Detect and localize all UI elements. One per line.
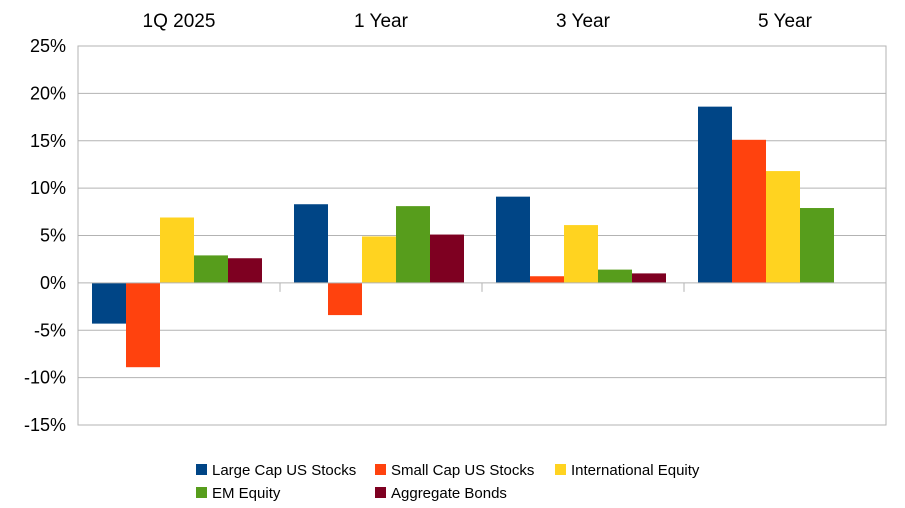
category-label: 5 Year (758, 11, 813, 32)
category-label: 1 Year (354, 11, 409, 32)
bars (92, 106, 868, 368)
bar (632, 273, 666, 283)
bar (564, 225, 598, 283)
plot-border (77, 45, 887, 426)
y-tick-label: 25% (30, 36, 66, 56)
category-labels: 1Q 2025 1 Year 3 Year 5 Year (143, 11, 813, 32)
bar (362, 236, 396, 283)
grid-lines (78, 45, 886, 426)
legend-label: Small Cap US Stocks (391, 462, 534, 479)
plot-area (77, 45, 887, 426)
bar (598, 269, 632, 283)
bar (160, 217, 194, 283)
y-tick-label: 0% (40, 273, 66, 293)
legend: Large Cap US Stocks Small Cap US Stocks In… (196, 462, 700, 502)
category-label: 1Q 2025 (143, 11, 216, 32)
bar (294, 204, 328, 283)
legend-swatch (196, 487, 207, 498)
bar (732, 139, 766, 283)
legend-swatch (375, 464, 386, 475)
y-tick-label: 20% (30, 83, 66, 103)
bar (800, 208, 834, 283)
bar (766, 171, 800, 283)
legend-label: EM Equity (212, 485, 281, 502)
legend-swatch (375, 487, 386, 498)
y-tick-label: -5% (34, 320, 66, 340)
legend-swatch (196, 464, 207, 475)
legend-label: Aggregate Bonds (391, 485, 507, 502)
bar (430, 234, 464, 283)
bar (698, 106, 732, 283)
category-label: 3 Year (556, 11, 611, 32)
bar (496, 196, 530, 283)
bar (92, 282, 126, 324)
y-tick-label: 10% (30, 178, 66, 198)
y-tick-label: 15% (30, 131, 66, 151)
legend-label: International Equity (571, 462, 700, 479)
bar (396, 206, 430, 283)
bar (530, 276, 564, 283)
y-tick-label: -15% (24, 415, 66, 435)
y-tick-label: 5% (40, 226, 66, 246)
y-tick-label: -10% (24, 368, 66, 388)
bar (194, 255, 228, 283)
bar (228, 258, 262, 283)
bar (126, 282, 160, 368)
legend-label: Large Cap US Stocks (212, 462, 356, 479)
y-axis: 25% 20% 15% 10% 5% 0% -5% -10% -15% (24, 36, 66, 435)
legend-swatch (555, 464, 566, 475)
zero-axis (78, 282, 886, 292)
bar (328, 282, 362, 316)
